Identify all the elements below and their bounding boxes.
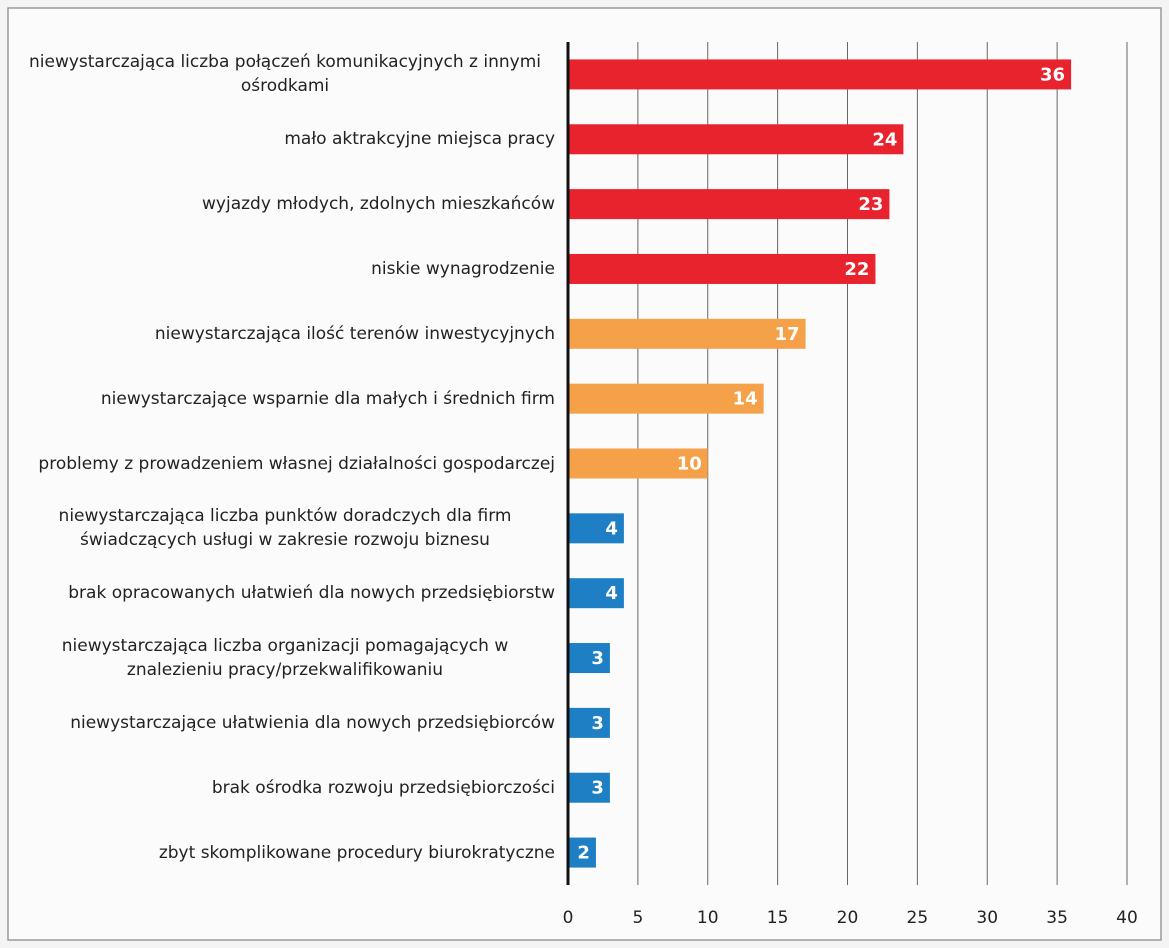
bar [568,124,904,155]
category-label-box: brak ośrodka rozwoju przedsiębiorczości [15,758,555,818]
category-label: wyjazdy młodych, zdolnych mieszkańców [202,194,555,215]
bar [568,189,890,220]
category-label: niewystarczająca ilość terenów inwestycy… [154,323,555,344]
x-tick-label: 25 [907,908,929,928]
value-label: 14 [733,389,758,410]
category-label-box: niewystarczające ułatwienia dla nowych p… [15,693,555,753]
category-label-box: niskie wynagrodzenie [15,239,555,299]
value-label: 22 [844,259,869,280]
x-tick-label: 10 [697,908,719,928]
bar [568,253,876,284]
bar [568,643,610,674]
category-label: niskie wynagrodzenie [371,258,555,279]
value-label: 23 [858,194,883,215]
category-label: niewystarczająca liczba połączeń komunik… [28,52,542,97]
category-label-box: brak opracowanych ułatwień dla nowych pr… [15,563,555,623]
category-label: niewystarczająca liczba organizacji poma… [61,636,509,681]
category-label-box: wyjazdy młodych, zdolnych mieszkańców [15,174,555,234]
x-tick-label: 20 [837,908,859,928]
value-label: 10 [677,454,702,475]
x-tick-label: 0 [563,908,574,928]
bar [568,513,624,544]
value-label: 36 [1040,64,1065,85]
value-label: 3 [591,713,604,734]
value-label: 3 [591,648,604,669]
category-label: problemy z prowadzeniem własnej działaln… [38,453,555,474]
category-label-box: niewystarczająca ilość terenów inwestycy… [15,304,555,364]
category-label-box: niewystarczająca liczba połączeń komunik… [15,44,555,104]
x-tick-label: 15 [767,908,789,928]
value-label: 4 [605,583,618,604]
bar [568,383,764,414]
x-tick-label: 30 [976,908,998,928]
value-label: 3 [591,778,604,799]
bar [568,448,708,479]
category-label: niewystarczające wsparnie dla małych i ś… [100,388,555,409]
value-label: 24 [872,129,897,150]
category-label-box: zbyt skomplikowane procedury biurokratyc… [15,823,555,883]
bar [568,578,624,609]
category-label-box: mało aktrakcyjne miejsca pracy [15,109,555,169]
value-label: 4 [605,518,618,539]
x-tick-label: 35 [1046,908,1068,928]
category-label-box: niewystarczająca liczba punktów doradczy… [15,498,555,558]
x-tick-label: 5 [632,908,643,928]
x-tick-label: 40 [1116,908,1138,928]
bar [568,837,596,868]
category-label: mało aktrakcyjne miejsca pracy [284,129,555,150]
category-label-box: niewystarczająca liczba organizacji poma… [15,628,555,688]
bar [568,707,610,738]
value-label: 2 [577,843,590,864]
value-label: 17 [775,324,800,345]
bar [568,59,1072,90]
category-label: zbyt skomplikowane procedury biurokratyc… [158,842,555,863]
category-label: brak ośrodka rozwoju przedsiębiorczości [211,777,555,798]
category-label: brak opracowanych ułatwień dla nowych pr… [68,583,555,604]
bar [568,318,806,349]
bar [568,772,610,803]
category-label-box: problemy z prowadzeniem własnej działaln… [15,434,555,494]
category-label: niewystarczająca liczba punktów doradczy… [58,506,512,551]
category-label: niewystarczające ułatwienia dla nowych p… [70,712,555,733]
category-label-box: niewystarczające wsparnie dla małych i ś… [15,369,555,429]
